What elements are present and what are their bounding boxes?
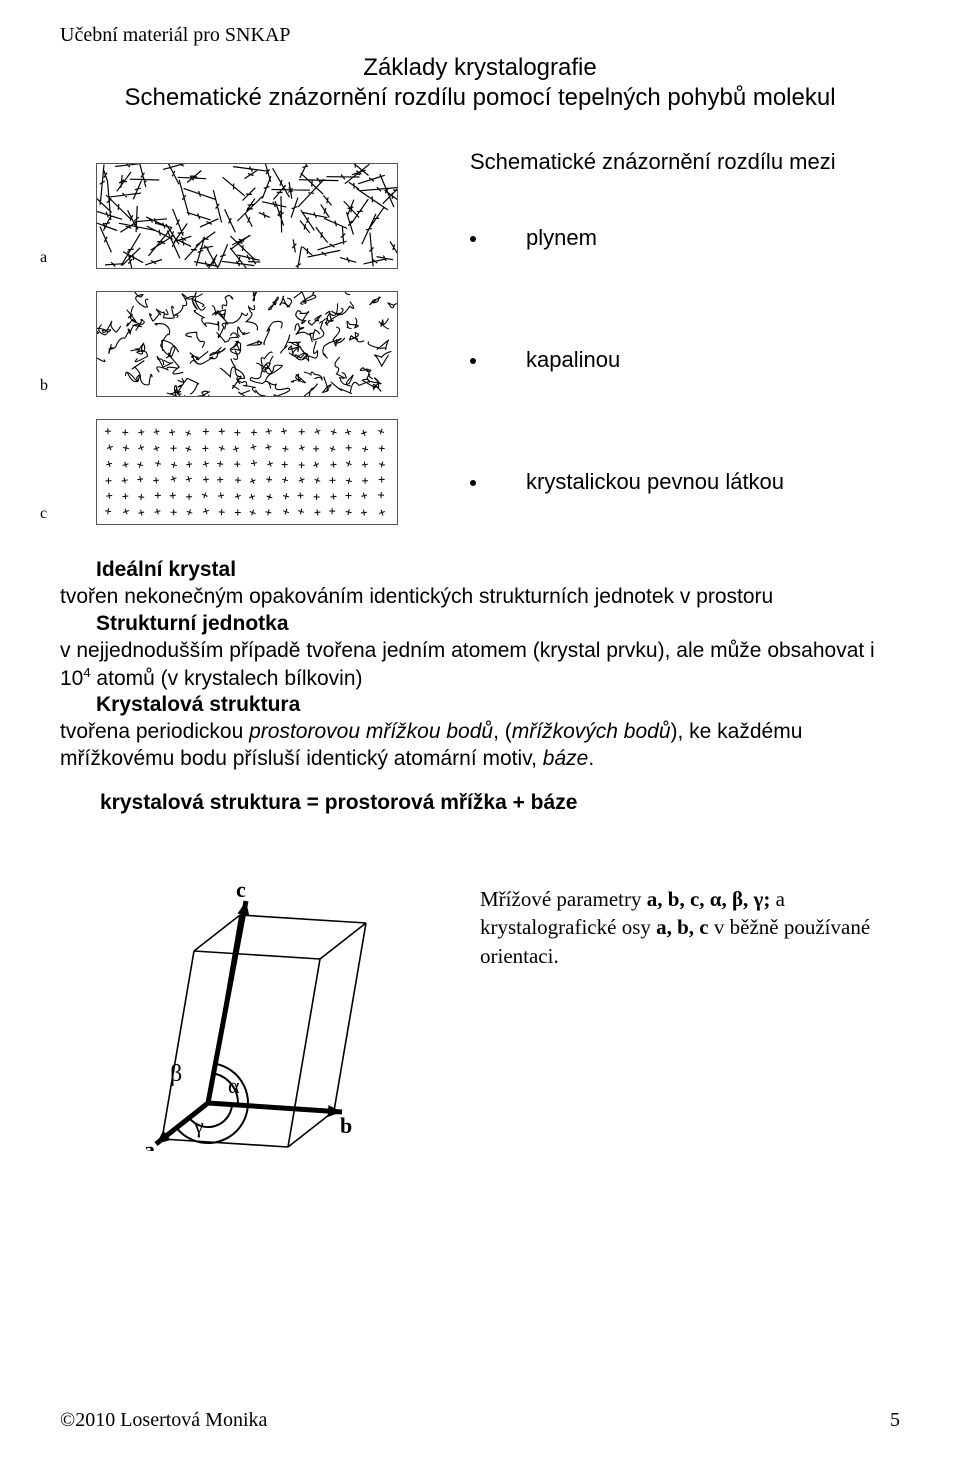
lattice-params-text: Mřížové parametry a, b, c, α, β, γ; a kr… xyxy=(480,871,900,1156)
footer-left: ©2010 Losertová Monika xyxy=(60,1409,267,1432)
liquid-texture-icon xyxy=(97,292,397,396)
page-title: Základy krystalografie Schematické znázo… xyxy=(60,53,900,113)
bullet-gas-label: plynem xyxy=(526,225,597,251)
svg-text:β: β xyxy=(170,1061,182,1087)
panel-liquid xyxy=(96,291,398,397)
lp-a: Mřížové parametry xyxy=(480,887,647,911)
bullet-dot-icon xyxy=(470,480,476,486)
unit-cell-diagram: a b c α β γ xyxy=(120,871,400,1151)
lp-d: a, b, c xyxy=(656,915,709,939)
title-line-1: Základy krystalografie xyxy=(60,53,900,83)
panel-gas xyxy=(96,163,398,269)
svg-text:γ: γ xyxy=(193,1113,204,1138)
text-ideal-crystal: tvořen nekonečným opakováním identických… xyxy=(60,584,900,611)
equation-text: krystalová struktura = prostorová mřížka… xyxy=(100,791,900,815)
cs-f: báze xyxy=(543,747,589,770)
text-su-exp: 4 xyxy=(83,665,90,680)
bullet-dot-icon xyxy=(470,236,476,242)
solid-texture-icon xyxy=(97,420,397,524)
bullet-gas: plynem xyxy=(470,225,900,251)
text-crystal-structure: tvořena periodickou prostorovou mřížkou … xyxy=(60,719,900,773)
cs-d: mřížkových bodů xyxy=(512,720,671,743)
bullet-liquid-label: kapalinou xyxy=(526,347,620,373)
text-su-part2: atomů (v krystalech bílkovin) xyxy=(91,667,363,690)
footer-page-number: 5 xyxy=(890,1409,900,1432)
panel-solid xyxy=(96,419,398,525)
cs-g: . xyxy=(588,747,594,770)
cs-a: tvořena periodickou xyxy=(60,720,249,743)
svg-text:a: a xyxy=(144,1137,155,1151)
bullet-liquid: kapalinou xyxy=(470,347,900,373)
svg-text:α: α xyxy=(228,1073,240,1098)
svg-text:c: c xyxy=(236,877,246,902)
panel-label-c: c xyxy=(40,505,47,523)
heading-ideal-crystal: Ideální krystal xyxy=(96,557,900,584)
body-text: Ideální krystal tvořen nekonečným opakov… xyxy=(60,557,900,773)
heading-structural-unit: Strukturní jednotka xyxy=(96,611,900,638)
page-header: Učební materiál pro SNKAP xyxy=(60,24,900,47)
lp-b: a, b, c, α, β, γ; xyxy=(647,887,771,911)
gas-texture-icon xyxy=(97,164,397,268)
text-structural-unit: v nejjednodušším případě tvořena jedním … xyxy=(60,638,900,693)
panel-label-b: b xyxy=(40,377,48,395)
title-line-2: Schematické znázornění rozdílu pomocí te… xyxy=(60,83,900,113)
bullet-solid: krystalickou pevnou látkou xyxy=(470,469,900,495)
bullet-solid-label: krystalickou pevnou látkou xyxy=(526,469,784,495)
cs-b: prostorovou mřížkou bodů xyxy=(249,720,493,743)
bullet-dot-icon xyxy=(470,358,476,364)
intro-text: Schematické znázornění rozdílu mezi xyxy=(470,149,900,175)
heading-crystal-structure: Krystalová struktura xyxy=(96,692,900,719)
svg-text:b: b xyxy=(340,1113,352,1138)
cs-c: , ( xyxy=(493,720,512,743)
panel-label-a: a xyxy=(40,249,47,267)
page-footer: ©2010 Losertová Monika 5 xyxy=(60,1409,900,1432)
